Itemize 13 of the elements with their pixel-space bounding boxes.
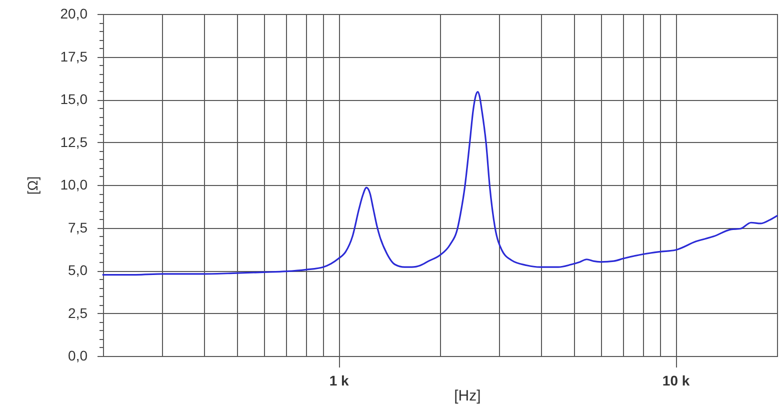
y-tick-label: 15,0: [60, 91, 88, 107]
y-tick-label: 12,5: [60, 134, 88, 150]
y-tick-label: 0,0: [68, 348, 88, 364]
y-tick-label: 10,0: [60, 176, 88, 192]
x-tick-label: 10 k: [662, 372, 690, 388]
y-tick-label: 7,5: [68, 219, 88, 236]
y-tick-label: 2,5: [68, 304, 88, 321]
y-tick-label: 5,0: [68, 262, 88, 278]
y-tick-label: 17,5: [60, 48, 88, 64]
x-axis-title: [Hz]: [454, 388, 481, 404]
y-axis-title: [Ω]: [24, 176, 40, 195]
x-tick-label: 1 k: [329, 372, 349, 388]
y-tick-label: 20,0: [60, 6, 88, 22]
